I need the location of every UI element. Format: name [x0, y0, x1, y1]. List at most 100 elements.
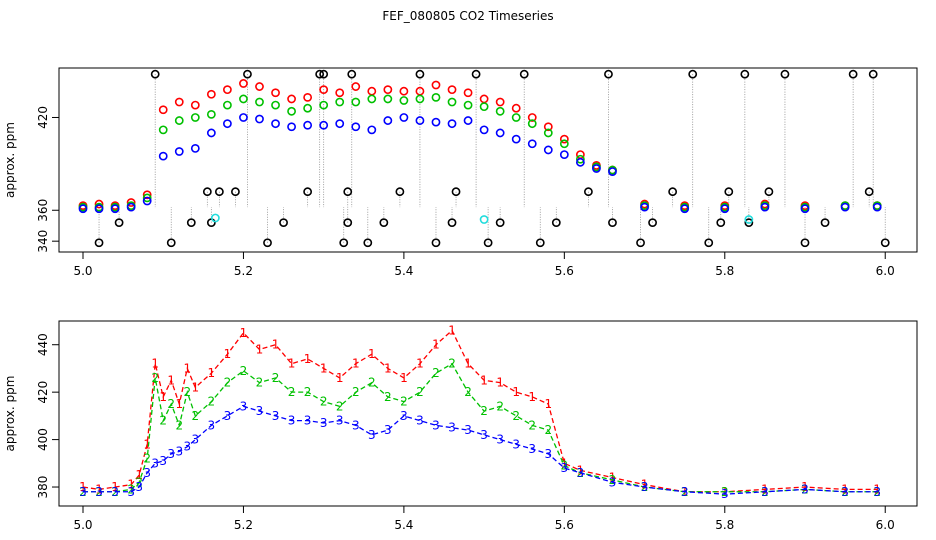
- point-red: [495, 97, 505, 107]
- series-marker-3: 3: [721, 487, 729, 501]
- point-blue: [239, 113, 248, 122]
- point-green: [495, 106, 505, 116]
- series-marker-2: 2: [384, 390, 392, 404]
- series-marker-2: 2: [448, 357, 456, 371]
- series-marker-2: 2: [528, 418, 536, 432]
- series-marker-2: 2: [127, 482, 135, 496]
- series-marker-1: 1: [352, 357, 360, 371]
- x-tick-label: 5.0: [73, 518, 92, 532]
- point-black: [780, 69, 790, 79]
- series-marker-2: 2: [256, 376, 264, 390]
- series-marker-3: 3: [496, 433, 504, 447]
- series-marker-2: 2: [208, 395, 216, 409]
- series-marker-3: 3: [208, 418, 216, 432]
- y-axis-label-1: approx. ppm: [3, 122, 17, 198]
- point-black: [303, 187, 313, 197]
- point-red: [190, 100, 200, 110]
- point-black: [315, 69, 325, 79]
- point-blue: [367, 125, 377, 135]
- point-blue: [351, 122, 361, 132]
- point-black: [451, 187, 461, 197]
- series-marker-1: 1: [127, 478, 135, 492]
- point-blue: [640, 202, 649, 212]
- point-green: [319, 100, 329, 110]
- series-marker-1: 1: [496, 376, 504, 390]
- point-red: [367, 86, 377, 96]
- point-black: [740, 69, 750, 79]
- point-black: [202, 187, 212, 197]
- series-marker-2: 2: [400, 395, 408, 409]
- series-marker-1: 1: [841, 482, 849, 496]
- series-marker-2: 2: [191, 409, 199, 423]
- x-tick-label: 5.2: [234, 518, 253, 532]
- point-blue: [383, 116, 393, 125]
- point-red: [319, 85, 329, 95]
- series-marker-2: 2: [544, 423, 552, 437]
- point-blue: [174, 147, 184, 156]
- series-marker-1: 1: [304, 352, 312, 366]
- point-black: [608, 218, 617, 228]
- x-tick-label: 5.6: [555, 518, 574, 532]
- point-blue: [303, 120, 313, 130]
- point-blue: [255, 114, 264, 124]
- point-blue: [575, 157, 585, 167]
- x-tick-label: 5.8: [715, 264, 734, 278]
- point-red: [255, 82, 264, 91]
- series-marker-3: 3: [159, 454, 167, 468]
- point-blue: [800, 204, 810, 214]
- series-marker-3: 3: [167, 447, 175, 461]
- point-blue: [319, 120, 329, 130]
- point-green: [335, 97, 345, 107]
- point-blue: [447, 119, 457, 129]
- point-green: [479, 102, 489, 112]
- point-black: [447, 218, 457, 228]
- series-marker-1: 1: [416, 357, 424, 371]
- series-marker-3: 3: [681, 485, 689, 499]
- point-blue: [463, 116, 473, 125]
- series-line-2: [83, 362, 878, 493]
- series-marker-2: 2: [561, 459, 569, 473]
- series-line-3: [83, 405, 878, 495]
- series-marker-1: 1: [480, 373, 488, 387]
- series-marker-1: 1: [761, 482, 769, 496]
- x-tick-label: 6.0: [876, 518, 895, 532]
- point-green: [463, 100, 473, 110]
- point-black: [880, 238, 890, 248]
- point-green: [415, 94, 425, 104]
- point-black: [495, 218, 505, 228]
- series-marker-3: 3: [448, 421, 456, 435]
- series-marker-2: 2: [721, 485, 729, 499]
- point-black: [764, 187, 774, 197]
- point-black: [186, 218, 196, 228]
- point-black: [864, 187, 874, 197]
- point-blue: [527, 139, 537, 149]
- point-red: [206, 89, 216, 99]
- series-marker-1: 1: [224, 347, 232, 361]
- series-marker-1: 1: [175, 397, 183, 411]
- point-blue: [399, 113, 409, 122]
- series-marker-3: 3: [175, 444, 183, 458]
- point-black: [431, 238, 441, 248]
- series-marker-1: 1: [79, 480, 87, 494]
- point-green: [255, 97, 264, 107]
- point-black: [415, 69, 425, 79]
- point-black: [379, 218, 389, 228]
- series-marker-1: 1: [641, 478, 649, 492]
- series-marker-1: 1: [167, 373, 175, 387]
- point-green: [142, 193, 152, 203]
- series-marker-3: 3: [224, 409, 232, 423]
- point-green: [575, 154, 585, 164]
- series-marker-3: 3: [464, 423, 472, 437]
- point-green: [158, 125, 168, 135]
- point-green: [559, 139, 569, 149]
- point-black: [604, 69, 613, 79]
- point-black: [343, 218, 353, 228]
- y-tick-label: 420: [36, 106, 50, 129]
- x-tick-label: 5.4: [394, 264, 413, 278]
- point-black: [114, 218, 124, 228]
- series-marker-2: 2: [159, 414, 167, 428]
- series-marker-3: 3: [368, 428, 376, 442]
- point-blue: [206, 128, 216, 138]
- point-blue: [495, 128, 505, 138]
